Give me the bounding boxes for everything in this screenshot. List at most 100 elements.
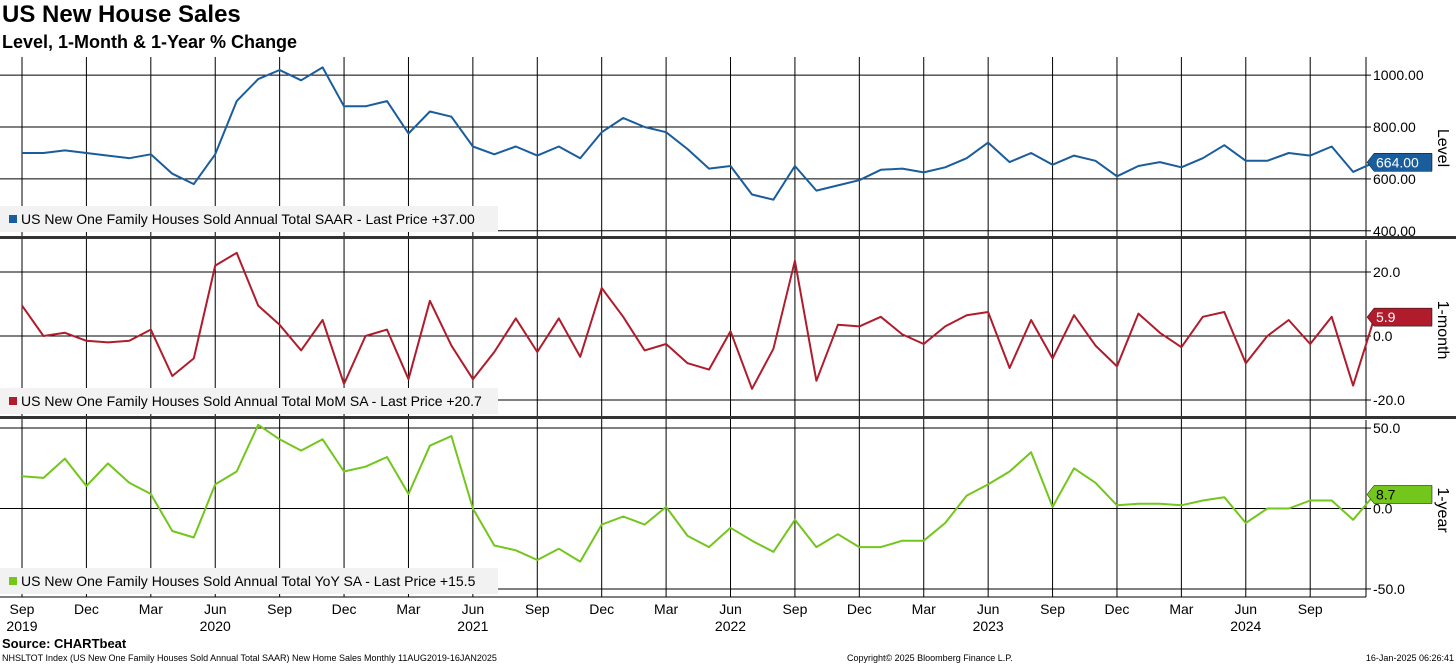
level-point-39 [858, 179, 861, 182]
level-point-25 [557, 145, 560, 148]
yoy-point-38 [836, 533, 839, 536]
yoy-legend-box [0, 568, 498, 594]
yoy-point-40 [879, 546, 882, 549]
yoy-point-44 [965, 494, 968, 497]
mom-last-price-badge [1366, 307, 1433, 327]
yoy-point-4 [106, 462, 109, 465]
yoy-legend-swatch [9, 577, 17, 585]
source-label: Source: CHARTbeat [2, 636, 127, 651]
year-label-2021: 2021 [457, 618, 488, 634]
yoy-point-48 [1051, 505, 1054, 508]
index-note: NHSLTOT Index (US New One Family Houses … [2, 653, 497, 663]
yoy-point-20 [450, 435, 453, 438]
chart-subtitle: Level, 1-Month & 1-Year % Change [2, 32, 298, 52]
yoy-point-62 [1352, 518, 1355, 521]
mom-point-44 [965, 314, 968, 317]
level-point-9 [214, 153, 217, 156]
level-point-38 [836, 184, 839, 187]
level-point-47 [1030, 152, 1033, 155]
mom-point-24 [536, 351, 539, 354]
mom-point-3 [85, 339, 88, 342]
level-point-60 [1309, 154, 1312, 157]
mom-point-57 [1244, 362, 1247, 365]
mom-point-33 [729, 330, 732, 333]
mom-point-22 [493, 351, 496, 354]
x-tick-label-3: Jun [204, 601, 227, 617]
mom-point-41 [901, 333, 904, 336]
yoy-point-23 [514, 549, 517, 552]
yoy-point-37 [815, 546, 818, 549]
yoy-point-50 [1094, 481, 1097, 484]
level-legend-swatch [9, 215, 17, 223]
x-tick-label-17: Dec [1105, 601, 1130, 617]
yoy-point-28 [622, 515, 625, 518]
yoy-y-tick-label-2: 50.0 [1373, 420, 1400, 436]
level-point-42 [922, 171, 925, 174]
mom-point-31 [686, 362, 689, 365]
yoy-point-39 [858, 546, 861, 549]
level-point-57 [1244, 159, 1247, 162]
yoy-point-9 [214, 483, 217, 486]
yoy-point-6 [149, 493, 152, 496]
x-tick-label-13: Dec [847, 601, 872, 617]
mom-legend-text: US New One Family Houses Sold Annual Tot… [21, 393, 482, 409]
mom-legend-swatch [9, 397, 17, 405]
yoy-point-27 [600, 523, 603, 526]
x-tick-label-2: Mar [139, 601, 163, 617]
mom-point-9 [214, 264, 217, 267]
level-y-tick-label-3: 1000.00 [1373, 67, 1424, 83]
yoy-point-10 [235, 470, 238, 473]
mom-point-56 [1223, 311, 1226, 314]
mom-point-28 [622, 315, 625, 318]
x-tick-label-19: Jun [1235, 601, 1258, 617]
mom-point-16 [364, 335, 367, 338]
level-point-17 [386, 100, 389, 103]
mom-point-51 [1116, 365, 1119, 368]
yoy-point-57 [1244, 522, 1247, 525]
panel-divider-1 [0, 416, 1456, 419]
x-tick-label-5: Dec [332, 601, 357, 617]
mom-point-27 [600, 287, 603, 290]
chart-title: US New House Sales [2, 1, 241, 28]
level-point-37 [815, 189, 818, 192]
level-y-tick-label-0: 400.00 [1373, 223, 1416, 239]
yoy-point-51 [1116, 504, 1119, 507]
level-point-53 [1158, 161, 1161, 164]
yoy-series-line [21, 423, 1376, 563]
level-last-price-badge [1366, 153, 1433, 172]
level-point-16 [364, 105, 367, 108]
level-point-10 [235, 100, 238, 103]
x-tick-label-14: Mar [912, 601, 936, 617]
mom-point-36 [793, 259, 796, 262]
level-last-price-label: 664.00 [1376, 154, 1419, 170]
mom-point-52 [1137, 312, 1140, 315]
mom-point-13 [300, 349, 303, 352]
level-legend-box [0, 206, 498, 232]
yoy-point-15 [343, 470, 346, 473]
level-point-50 [1094, 159, 1097, 162]
level-point-4 [106, 154, 109, 157]
level-point-49 [1073, 154, 1076, 157]
mom-point-29 [643, 349, 646, 352]
mom-point-30 [665, 343, 668, 346]
level-legend-text: US New One Family Houses Sold Annual Tot… [21, 211, 475, 227]
mom-point-26 [579, 355, 582, 358]
x-tick-label-7: Jun [462, 601, 485, 617]
mom-point-49 [1073, 314, 1076, 317]
level-point-7 [171, 172, 174, 175]
yoy-point-58 [1266, 507, 1269, 510]
mom-point-21 [471, 378, 474, 381]
yoy-point-19 [428, 444, 431, 447]
yoy-point-33 [729, 526, 732, 529]
mom-point-2 [63, 331, 66, 334]
level-point-35 [772, 198, 775, 201]
panel-divider-0 [0, 236, 1456, 239]
x-tick-label-8: Sep [525, 601, 550, 617]
level-point-20 [450, 115, 453, 118]
level-point-22 [493, 153, 496, 156]
yoy-point-45 [987, 483, 990, 486]
yoy-point-14 [321, 438, 324, 441]
mom-point-10 [235, 251, 238, 254]
mom-point-55 [1201, 315, 1204, 318]
